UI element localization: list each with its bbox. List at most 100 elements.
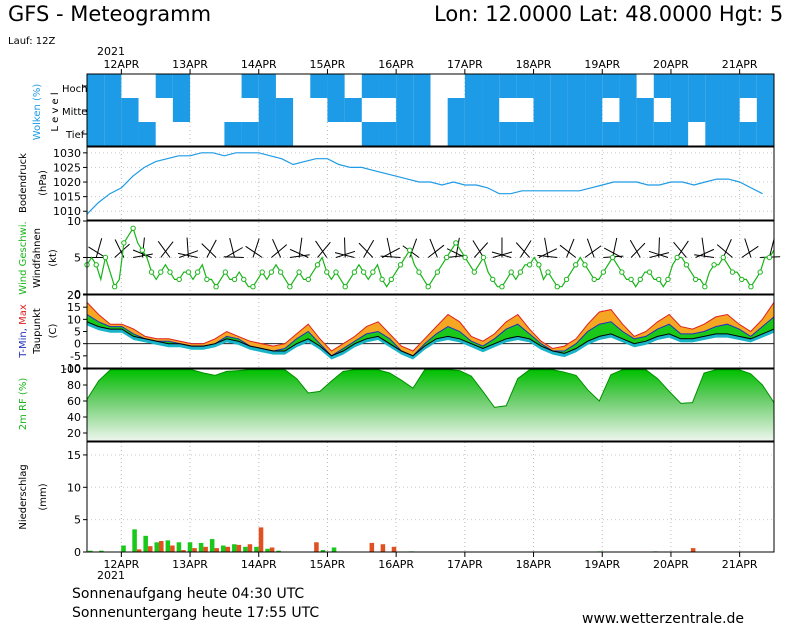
- cloud-cell: [172, 98, 191, 122]
- wind-barb: [344, 237, 346, 258]
- cloud-cell: [396, 122, 414, 146]
- wind-barb: [716, 244, 733, 258]
- wind-barb: [225, 247, 243, 258]
- wind-barb: [446, 248, 466, 258]
- wind-barb: [380, 255, 401, 258]
- wind-speed-point: [628, 276, 634, 283]
- cloud-cell: [378, 122, 397, 146]
- wind-ylabel: Wind Geschwi.: [18, 221, 29, 294]
- temp-ytick-label: 10: [67, 313, 81, 326]
- wind-barb: [223, 256, 244, 258]
- precip-bar: [331, 547, 337, 552]
- temp-sublabel: Taupunkt: [32, 308, 43, 355]
- wind-barb: [584, 245, 602, 258]
- cloud-cell: [619, 74, 637, 98]
- cloud-cell: [533, 74, 551, 98]
- chart-marks: 12APR 12APR 13APR 13APR 14APR 14APR 15APR 15APR…: [53, 58, 781, 571]
- wind-speed-point: [93, 262, 99, 268]
- cloud-cell: [585, 98, 603, 122]
- wind-speed-point: [656, 276, 662, 283]
- cloud-cell: [413, 98, 431, 122]
- precip-bar: [132, 529, 137, 552]
- cloud-cell: [464, 74, 483, 98]
- cloud-cell: [670, 98, 689, 122]
- cloud-cell: [413, 74, 431, 98]
- cloud-cell: [275, 122, 294, 146]
- date-label-bottom: 15APR: [310, 558, 346, 571]
- wind-speed-point: [259, 269, 265, 275]
- cloud-cell: [482, 122, 500, 146]
- cloud-cell: [533, 98, 551, 122]
- cloud-cell: [670, 74, 689, 98]
- wind-speed-point: [471, 269, 478, 275]
- wind-ytick-label: 10: [67, 215, 81, 228]
- wind-barb: [612, 237, 618, 258]
- wind-barb: [701, 237, 706, 258]
- cloud-cell: [619, 122, 637, 146]
- precip-bar: [265, 548, 270, 552]
- wind-speed-point: [490, 276, 496, 283]
- precip-bar-secondary: [147, 546, 153, 552]
- precip-bar: [232, 544, 237, 552]
- wind-speed-point: [185, 269, 192, 275]
- wind-ytick-label: 5: [74, 252, 81, 265]
- date-label-bottom: 18APR: [516, 558, 552, 571]
- wind-barb: [315, 240, 328, 258]
- precip-bar: [220, 545, 226, 552]
- wind-speed-point: [416, 269, 422, 275]
- wind-speed-point: [296, 269, 302, 275]
- date-label-top: 18APR: [516, 58, 552, 71]
- cloud-cell: [87, 98, 105, 122]
- cloud-cell: [653, 74, 671, 98]
- year-label-bottom: 2021: [97, 569, 125, 582]
- cloud-cell: [447, 122, 465, 146]
- wind-speed-point: [111, 284, 118, 290]
- wind-speed-point: [720, 254, 726, 261]
- wind-speed-point: [591, 276, 597, 283]
- wind-speed-point: [407, 247, 413, 253]
- wind-speed-point: [324, 269, 330, 275]
- wind-speed-point: [711, 262, 717, 268]
- cloud-cell: [258, 122, 276, 146]
- cloud-cell: [619, 98, 637, 122]
- precip-bar-secondary: [380, 544, 386, 552]
- precip-bar: [88, 550, 93, 552]
- temp-ytick-label: 0: [74, 338, 81, 351]
- wind-speed-point: [425, 284, 431, 290]
- cloud-cell: [567, 122, 586, 146]
- cloud-cell: [104, 74, 122, 98]
- precip-bar-secondary: [690, 548, 696, 552]
- wind-barb: [472, 240, 484, 258]
- precip-bar: [320, 550, 326, 552]
- wind-barb: [88, 246, 106, 258]
- sunset-label: Sonnenuntergang heute 17:55 UTC: [72, 605, 319, 621]
- wind-barb: [114, 243, 130, 258]
- cloud-cell: [705, 98, 723, 122]
- temp-dew-band: [87, 314, 774, 356]
- pressure-unit: (hPa): [38, 170, 49, 196]
- wind-barb: [722, 239, 732, 258]
- cloud-cell: [533, 122, 551, 146]
- cloud-cell: [756, 98, 774, 122]
- wind-barb: [630, 242, 646, 258]
- humidity-ytick-label: 40: [67, 411, 81, 424]
- wind-speed-point: [646, 269, 653, 275]
- precip-bar-secondary: [247, 544, 253, 552]
- cloud-cell: [258, 98, 276, 122]
- temp-ytick-label: 5: [74, 326, 81, 339]
- cloud-cell: [636, 98, 654, 122]
- precip-bar-secondary: [236, 544, 242, 552]
- cloud-cell: [756, 122, 774, 146]
- cloud-cell: [670, 122, 689, 146]
- date-label-bottom: 16APR: [378, 558, 414, 571]
- wind-barb: [177, 252, 198, 258]
- cloud-cell: [722, 98, 740, 122]
- precip-ytick-label: 0: [74, 546, 81, 559]
- wind-speed-point: [443, 254, 450, 261]
- wind-speed-point: [766, 254, 773, 261]
- cloud-cell: [464, 122, 483, 146]
- page-title: GFS - Meteogramm: [8, 2, 211, 26]
- wind-speed-point: [167, 269, 173, 275]
- cloud-cell: [464, 98, 483, 122]
- website-label: www.wetterzentrale.de: [582, 611, 744, 625]
